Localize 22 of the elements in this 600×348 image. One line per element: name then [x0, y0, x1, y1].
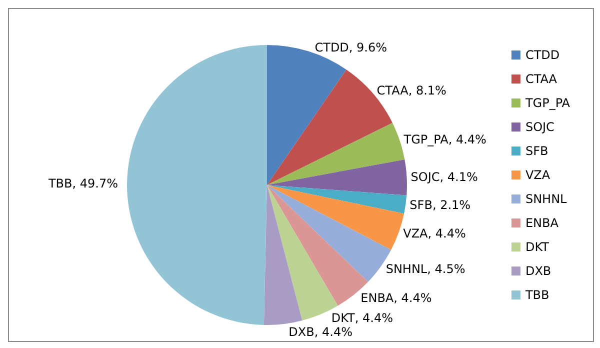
legend-label: SOJC: [525, 120, 554, 134]
data-label: SFB, 2.1%: [410, 198, 471, 212]
legend-label: DXB: [525, 264, 552, 278]
data-label: DXB, 4.4%: [288, 325, 352, 340]
data-label: TBB, 49.7%: [47, 176, 118, 190]
data-label: CTAA, 8.1%: [376, 84, 446, 98]
data-label: TGP_PA, 4.4%: [402, 132, 486, 146]
data-label: SOJC, 4.1%: [410, 170, 478, 184]
data-label: ENBA, 4.4%: [360, 291, 432, 306]
legend-label: CTDD: [525, 48, 560, 62]
data-label: DKT, 4.4%: [331, 311, 394, 326]
legend-label: SFB: [525, 144, 548, 158]
data-label: SNHNL, 4.5%: [386, 262, 466, 276]
legend-label: DKT: [525, 240, 550, 254]
legend-label: ENBA: [525, 216, 560, 230]
legend-label: SNHNL: [525, 192, 568, 206]
data-label: VZA, 4.4%: [403, 226, 466, 241]
legend-label: CTAA: [525, 72, 558, 86]
legend-label: TGP_PA: [524, 96, 571, 110]
legend-label: TBB: [524, 288, 550, 302]
legend-label: VZA: [525, 168, 551, 182]
data-label: CTDD, 9.6%: [314, 40, 388, 54]
